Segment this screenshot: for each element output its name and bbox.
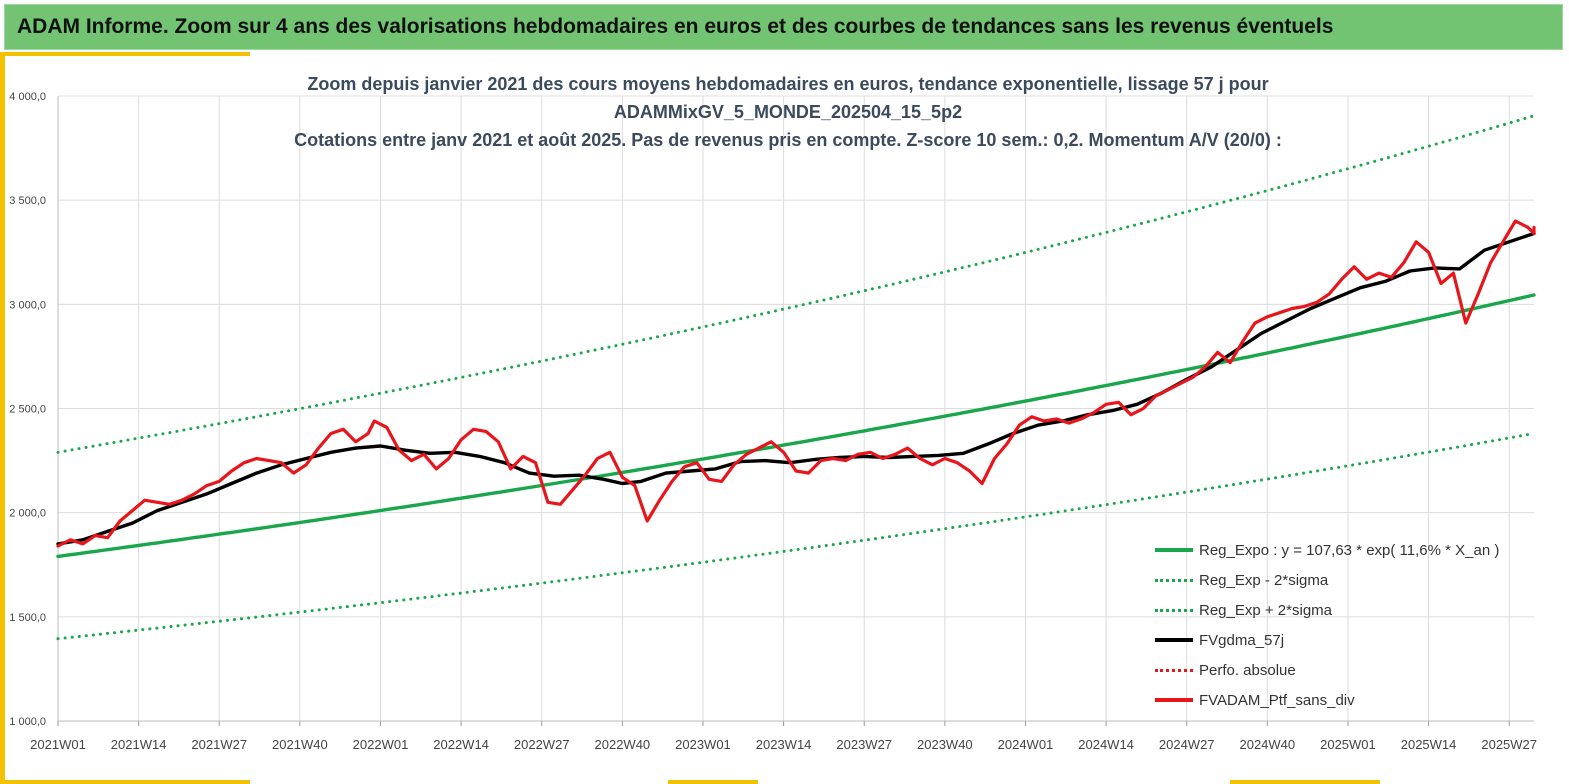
legend-label: Reg_Expo : y = 107,63 * exp( 11,6% * X_a…: [1199, 541, 1500, 559]
x-tick-label: 2024W14: [1078, 737, 1134, 752]
x-tick-label: 2022W01: [353, 737, 409, 752]
legend-swatch-reg-exp-plus: [1155, 608, 1193, 612]
x-tick-label: 2021W14: [111, 737, 167, 752]
x-tick-label: 2022W14: [433, 737, 489, 752]
legend-item: Reg_Exp - 2*sigma: [1155, 565, 1555, 595]
accent-edge-bottom: [1230, 780, 1380, 784]
series-line-5: [56, 219, 1536, 548]
legend-item: FVADAM_Ptf_sans_div: [1155, 685, 1555, 715]
x-tick-label: 2022W27: [514, 737, 570, 752]
chart-title-line-1: Zoom depuis janvier 2021 des cours moyen…: [307, 74, 1269, 94]
legend-label: Reg_Exp + 2*sigma: [1199, 601, 1332, 619]
chart-title-line-3: Cotations entre janv 2021 et août 2025. …: [294, 130, 1282, 150]
series-line-2: [56, 114, 1536, 454]
x-tick-label: 2023W27: [836, 737, 892, 752]
accent-edge-bottom: [0, 780, 250, 784]
chart-title: Zoom depuis janvier 2021 des cours moyen…: [40, 70, 1536, 154]
y-tick-label: 3 000,0: [9, 299, 46, 311]
title-banner: ADAM Informe. Zoom sur 4 ans des valoris…: [4, 4, 1563, 50]
x-tick-label: 2023W40: [917, 737, 973, 752]
series-line-3: [56, 231, 1536, 546]
x-tick-label: 2022W40: [595, 737, 651, 752]
x-tick-label: 2023W01: [675, 737, 731, 752]
x-tick-label: 2024W27: [1159, 737, 1215, 752]
x-tick-label: 2021W40: [272, 737, 328, 752]
legend-item: Reg_Expo : y = 107,63 * exp( 11,6% * X_a…: [1155, 535, 1555, 565]
legend-item: Perfo. absolue: [1155, 655, 1555, 685]
legend-swatch-reg-expo: [1155, 548, 1193, 552]
legend-item: Reg_Exp + 2*sigma: [1155, 595, 1555, 625]
banner-title: ADAM Informe. Zoom sur 4 ans des valoris…: [17, 15, 1334, 38]
x-tick-label: 2025W01: [1320, 737, 1376, 752]
chart-series: [56, 114, 1536, 641]
chart-legend: Reg_Expo : y = 107,63 * exp( 11,6% * X_a…: [1155, 535, 1555, 715]
y-tick-label: 1 000,0: [9, 716, 46, 728]
legend-swatch-perfo: [1155, 668, 1193, 672]
legend-swatch-fvgdma: [1155, 638, 1193, 642]
y-tick-label: 4 000,0: [9, 91, 46, 103]
x-tick-label: 2024W40: [1239, 737, 1295, 752]
accent-edge-bottom: [668, 780, 758, 784]
legend-label: Reg_Exp - 2*sigma: [1199, 571, 1329, 589]
series-line-1: [56, 432, 1536, 641]
legend-swatch-reg-exp-minus: [1155, 578, 1193, 582]
y-axis: 1 000,0 1 500,0 2 000,0 2 500,0 3 000,0 3 500…: [9, 91, 59, 728]
legend-label: FVADAM_Ptf_sans_div: [1199, 691, 1355, 709]
accent-edge-left: [0, 52, 5, 784]
chart-title-line-2: ADAMMixGV_5_MONDE_202504_15_5p2: [613, 102, 963, 122]
y-tick-label: 1 500,0: [9, 612, 46, 624]
x-tick-label: 2025W27: [1481, 737, 1537, 752]
accent-edge-top: [0, 52, 250, 56]
chart-grid: [57, 95, 1534, 722]
legend-swatch-fvadam: [1155, 698, 1193, 702]
x-tick-label: 2021W27: [191, 737, 247, 752]
y-tick-label: 3 500,0: [9, 195, 46, 207]
series-line-0: [56, 293, 1536, 559]
x-axis: 2021W01 2021W14 2021W27 2021W40 2022W01 2022W…: [30, 720, 1537, 752]
x-tick-label: 2024W01: [998, 737, 1054, 752]
x-tick-label: 2021W01: [30, 737, 86, 752]
legend-item: FVgdma_57j: [1155, 625, 1555, 655]
y-tick-label: 2 500,0: [9, 404, 46, 416]
y-tick-label: 2 000,0: [9, 508, 46, 520]
legend-label: FVgdma_57j: [1199, 631, 1285, 649]
x-tick-label: 2023W14: [756, 737, 812, 752]
legend-label: Perfo. absolue: [1199, 661, 1296, 679]
x-tick-label: 2025W14: [1401, 737, 1457, 752]
